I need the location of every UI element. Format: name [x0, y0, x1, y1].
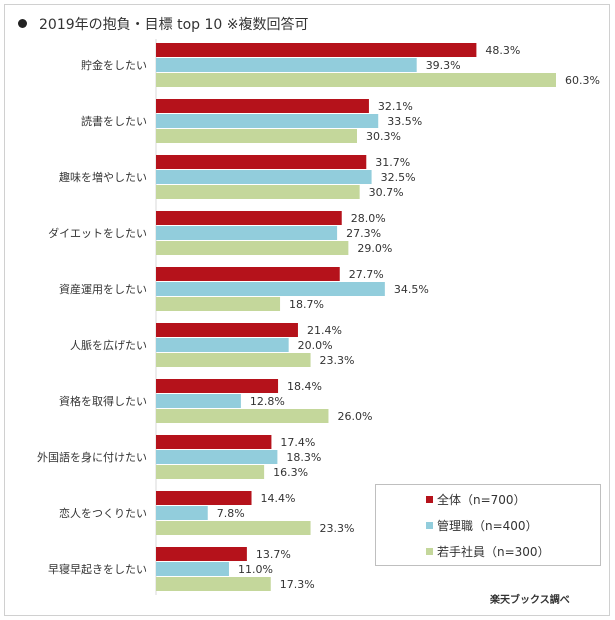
category-label: 読書をしたい — [81, 114, 147, 128]
data-label: 13.7% — [256, 548, 291, 561]
data-label: 32.5% — [381, 171, 416, 184]
source-note: 楽天ブックス調べ — [490, 595, 570, 606]
category-label: 人脈を広げたい — [70, 338, 147, 352]
bullet-icon — [18, 19, 27, 28]
legend-label: 若手社員（n=300） — [437, 545, 550, 559]
bar — [156, 521, 311, 535]
legend-label: 管理職（n=400） — [437, 519, 538, 533]
data-label: 34.5% — [394, 283, 429, 296]
bar — [156, 465, 265, 479]
bar — [156, 211, 342, 225]
bar — [156, 58, 417, 72]
data-label: 39.3% — [426, 59, 461, 72]
data-label: 18.7% — [289, 298, 324, 311]
bar — [156, 185, 360, 199]
bar — [156, 450, 278, 464]
data-label: 30.7% — [369, 186, 404, 199]
data-label: 33.5% — [387, 115, 422, 128]
data-label: 18.4% — [287, 380, 322, 393]
bar — [156, 353, 311, 367]
bar — [156, 297, 281, 311]
data-label: 30.3% — [366, 130, 401, 143]
bar — [156, 129, 357, 143]
bar — [156, 547, 247, 561]
category-label: 恋人をつくりたい — [59, 506, 147, 520]
category-label: ダイエットをしたい — [48, 226, 147, 240]
bar — [156, 267, 340, 281]
data-label: 20.0% — [298, 339, 333, 352]
bar — [156, 73, 556, 87]
data-label: 28.0% — [351, 212, 386, 225]
legend-swatch — [426, 496, 433, 503]
bar — [156, 155, 367, 169]
bar — [156, 99, 369, 113]
bar — [156, 394, 241, 408]
category-label: 外国語を身に付けたい — [37, 450, 147, 464]
bar — [156, 379, 279, 393]
data-label: 27.3% — [346, 227, 381, 240]
category-label: 趣味を増やしたい — [59, 170, 147, 184]
bar — [156, 409, 329, 423]
legend-label: 全体（n=700） — [437, 493, 526, 507]
legend-swatch — [426, 522, 433, 529]
category-label: 早寝早起きをしたい — [48, 562, 147, 576]
data-label: 11.0% — [238, 563, 273, 576]
bar — [156, 226, 338, 240]
data-label: 27.7% — [349, 268, 384, 281]
bar — [156, 338, 289, 352]
data-label: 7.8% — [217, 507, 245, 520]
bar — [156, 491, 252, 505]
bar — [156, 577, 271, 591]
bar — [156, 435, 272, 449]
data-label: 23.3% — [320, 522, 355, 535]
data-label: 60.3% — [565, 74, 600, 87]
data-label: 31.7% — [375, 156, 410, 169]
data-label: 12.8% — [250, 395, 285, 408]
legend-item: 若手社員（n=300） — [426, 543, 550, 560]
data-label: 18.3% — [286, 451, 321, 464]
data-label: 14.4% — [261, 492, 296, 505]
data-label: 17.4% — [280, 436, 315, 449]
data-label: 32.1% — [378, 100, 413, 113]
data-label: 26.0% — [337, 410, 372, 423]
legend: 全体（n=700） 管理職（n=400） 若手社員（n=300） — [375, 484, 601, 566]
bar — [156, 114, 379, 128]
bar — [156, 282, 385, 296]
data-label: 17.3% — [280, 578, 315, 591]
category-label: 資格を取得したい — [59, 394, 147, 408]
bar — [156, 43, 477, 57]
chart-title-text: 2019年の抱負・目標 top 10 ※複数回答可 — [39, 17, 309, 33]
chart-frame — [4, 4, 610, 616]
legend-item: 全体（n=700） — [426, 491, 526, 508]
bar — [156, 562, 229, 576]
category-label: 資産運用をしたい — [59, 283, 147, 296]
category-label: 貯金をしたい — [81, 58, 147, 72]
data-label: 23.3% — [320, 354, 355, 367]
bar — [156, 170, 372, 184]
data-label: 48.3% — [485, 44, 520, 57]
bar — [156, 323, 298, 337]
legend-item: 管理職（n=400） — [426, 517, 538, 534]
legend-swatch — [426, 548, 433, 555]
data-label: 21.4% — [307, 324, 342, 337]
chart-title: 2019年の抱負・目標 top 10 ※複数回答可 — [18, 14, 308, 34]
bar — [156, 506, 208, 520]
data-label: 29.0% — [357, 242, 392, 255]
bar — [156, 241, 349, 255]
data-label: 16.3% — [273, 466, 308, 479]
